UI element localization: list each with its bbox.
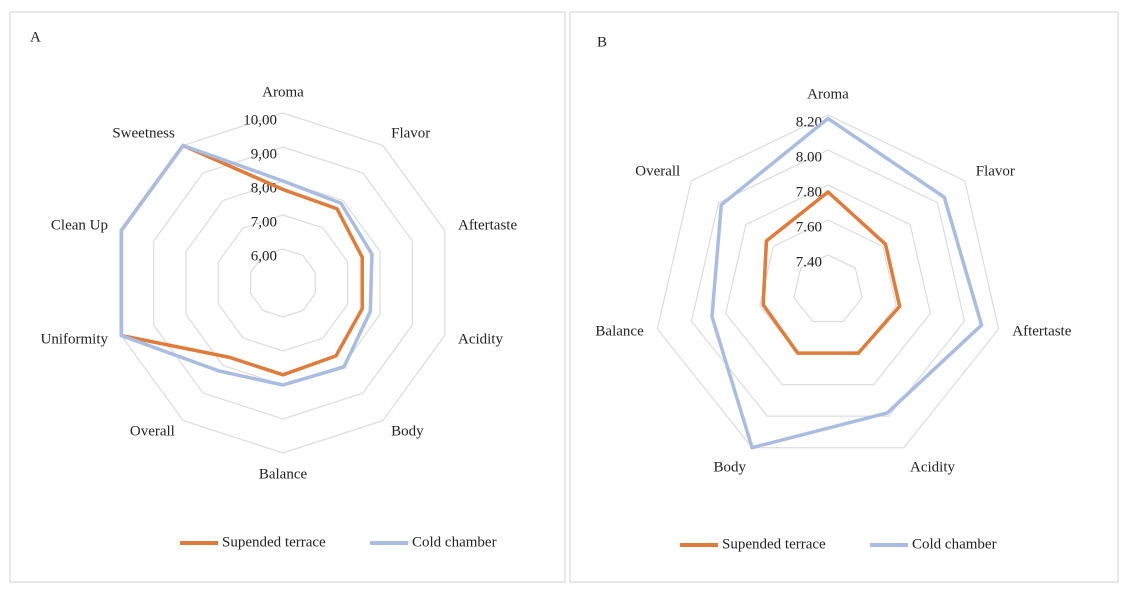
radar-line: [710, 116, 984, 450]
legend-label: Cold chamber: [912, 536, 997, 552]
panel-label: B: [597, 34, 607, 50]
grid-ring: [153, 146, 413, 420]
category-label: Uniformity: [41, 331, 109, 347]
category-label: Flavor: [391, 126, 430, 142]
y-tick-label: 7.80: [796, 184, 822, 200]
y-tick-label: 6,00: [251, 248, 277, 264]
category-label: Sweetness: [112, 126, 175, 142]
legend-label: Supended terrace: [722, 536, 826, 552]
legend-label: Cold chamber: [412, 534, 497, 550]
y-tick-label: 7.60: [796, 219, 822, 235]
category-label: Body: [713, 460, 746, 476]
y-tick-label: 10,00: [243, 112, 277, 128]
radar-line: [761, 190, 902, 355]
y-tick-label: 7.40: [796, 254, 822, 270]
category-label: Body: [391, 423, 424, 439]
category-label: Aftertaste: [458, 218, 517, 234]
panel-label: A: [30, 29, 41, 45]
y-tick-label: 8.00: [796, 149, 822, 165]
category-label: Overall: [635, 164, 680, 180]
y-tick-label: 9,00: [251, 146, 277, 162]
category-label: Flavor: [976, 164, 1015, 180]
y-tick-label: 7,00: [251, 214, 277, 230]
grid-ring: [690, 149, 966, 417]
panel-a: [9, 11, 566, 583]
category-label: Balance: [595, 323, 644, 339]
grid-ring: [217, 214, 349, 352]
category-label: Balance: [259, 466, 308, 482]
category-label: Acidity: [910, 460, 955, 476]
category-label: Overall: [130, 423, 175, 439]
grid-ring: [724, 184, 932, 386]
grid-ring: [793, 254, 863, 323]
category-label: Aroma: [807, 86, 849, 102]
category-label: Aroma: [262, 84, 304, 100]
legend-label: Supended terrace: [222, 534, 326, 550]
panel-b: [569, 11, 1119, 583]
category-label: Acidity: [458, 331, 503, 347]
category-label: Aftertaste: [1012, 323, 1071, 339]
radar-line: [119, 143, 374, 387]
grid-ring: [250, 248, 316, 318]
grid-ring: [656, 114, 1000, 449]
category-label: Clean Up: [51, 218, 108, 234]
